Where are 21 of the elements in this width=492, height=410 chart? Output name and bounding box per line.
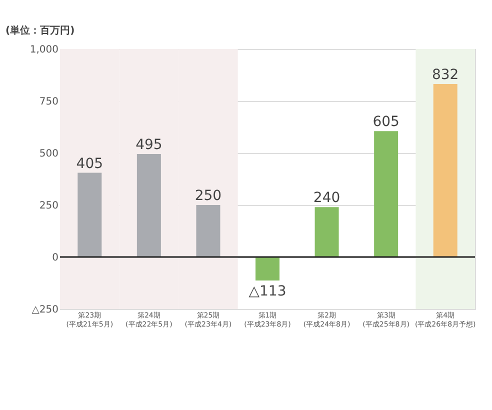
bar bbox=[433, 84, 458, 257]
data-label: 250 bbox=[194, 188, 222, 204]
data-label: 240 bbox=[313, 190, 340, 206]
y-tick-label: 500 bbox=[39, 148, 58, 160]
bar bbox=[256, 257, 280, 281]
bar bbox=[78, 172, 102, 257]
y-tick-label: 0 bbox=[52, 252, 58, 264]
y-axis-title: (単位：百万円) bbox=[6, 24, 75, 36]
y-tick-label: 750 bbox=[39, 96, 58, 108]
annotation: △113 bbox=[248, 284, 286, 300]
bar bbox=[136, 154, 161, 257]
data-label: 495 bbox=[136, 137, 162, 154]
data-label: 832 bbox=[432, 66, 459, 83]
bar bbox=[196, 205, 220, 257]
data-label: 605 bbox=[372, 114, 400, 130]
y-tick-label: △250 bbox=[32, 304, 58, 316]
bar bbox=[374, 131, 398, 257]
data-label: 405 bbox=[76, 156, 104, 172]
bar bbox=[314, 207, 339, 257]
y-tick-label: 1,000 bbox=[30, 44, 58, 56]
y-tick-label: 250 bbox=[39, 200, 58, 212]
